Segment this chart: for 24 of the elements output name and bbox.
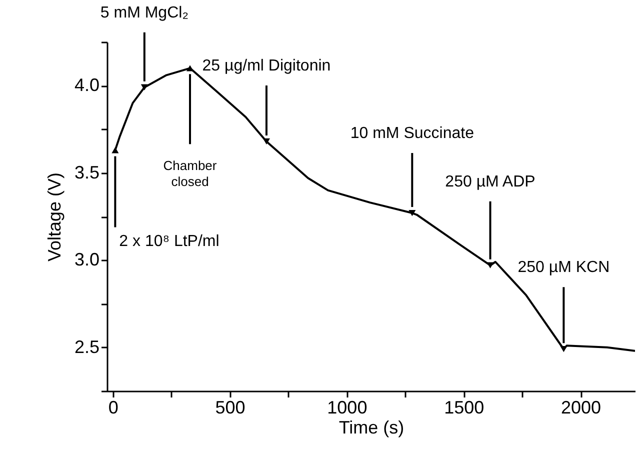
y-tick-label: 3.0 <box>74 250 100 270</box>
y-tick-label: 2.5 <box>74 336 100 357</box>
annotation: 5 mM MgCl₂ <box>100 4 188 22</box>
x-tick-label: 1500 <box>444 398 484 418</box>
annotation: Chamber closed <box>163 158 218 190</box>
point <box>486 262 494 268</box>
annotation: 25 µg/ml Digitonin <box>202 57 331 74</box>
point <box>408 210 416 216</box>
point <box>112 147 119 154</box>
x-tick-label: 1000 <box>327 398 368 418</box>
annotation: 250 µM KCN <box>518 259 610 276</box>
x-tick-label: 2000 <box>560 398 602 418</box>
x-tick-label: 500 <box>215 398 246 418</box>
x-tick-label: 0 <box>108 398 118 418</box>
y-axis-title: Voltage (V) <box>44 172 64 262</box>
annotation: 2 x 10⁸ LtP/ml <box>119 233 220 250</box>
y-tick-label: 4.0 <box>74 75 100 96</box>
annotation: 10 mM Succinate <box>350 125 474 142</box>
point <box>140 84 148 90</box>
point <box>262 138 270 145</box>
annotation: 250 µM ADP <box>445 173 536 190</box>
y-tick-label: 3.5 <box>74 162 100 182</box>
point <box>560 346 568 352</box>
x-axis-title: Time (s) <box>338 418 404 438</box>
